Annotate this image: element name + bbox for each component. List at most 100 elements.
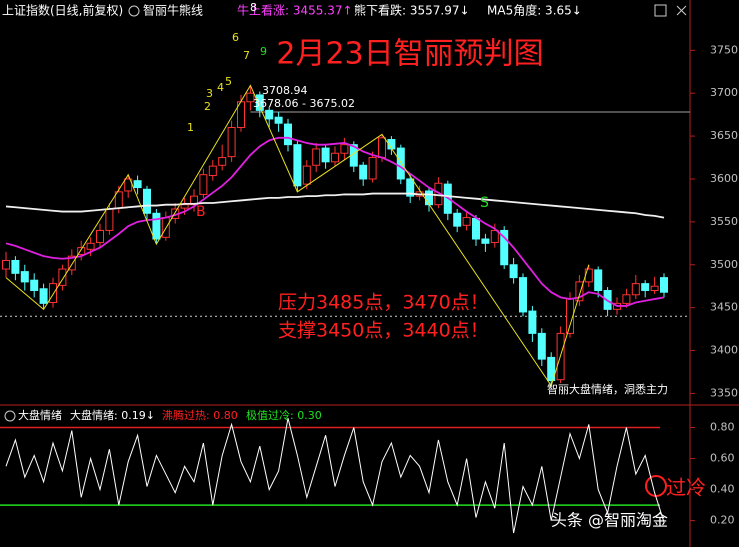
candle-body — [49, 283, 57, 303]
y-tick-label: 3700 — [710, 86, 738, 99]
annotation: B — [196, 204, 206, 220]
sentiment-line — [5, 418, 665, 534]
candle-body — [368, 157, 377, 180]
y-tick-label: 3600 — [710, 172, 738, 185]
bear-readout: 熊下看跌: 3557.97↓ — [354, 3, 470, 18]
candle-body — [30, 279, 39, 291]
candle-body — [265, 109, 274, 120]
chart-title: 2月23日智丽预判图 — [276, 37, 543, 72]
candle-body — [472, 217, 480, 240]
candle-body — [641, 283, 650, 291]
candle-body — [218, 157, 227, 166]
bull-readout: 牛上看涨: 3455.37↑ — [237, 3, 353, 18]
candle-body — [208, 165, 217, 177]
annotation: 7 — [243, 49, 250, 62]
y-tick-label: 0.80 — [710, 421, 735, 434]
zigzag-line — [5, 84, 590, 387]
candle-body — [340, 144, 349, 154]
candle-body — [537, 332, 546, 360]
candle-body — [406, 178, 415, 197]
annotation: 支撑3450点，3440点！ — [278, 320, 489, 342]
candle-body — [321, 147, 330, 163]
candle-body — [77, 247, 86, 255]
y-tick-label: 3450 — [710, 301, 738, 314]
candle-body — [519, 277, 527, 313]
candle-body — [246, 92, 255, 103]
candle-body — [631, 283, 640, 296]
candle-body — [509, 264, 518, 279]
candle-body — [2, 259, 10, 270]
candle-body — [86, 242, 95, 250]
y-tick-label: 3750 — [710, 43, 738, 56]
candle-body — [490, 229, 499, 243]
annotation: 压力3485点，3470点！ — [278, 292, 489, 314]
candle-body — [462, 217, 471, 226]
annotation: 3708.94 — [262, 84, 308, 97]
indicator-name: 智丽牛熊线 — [143, 3, 203, 18]
candle-body — [594, 269, 603, 291]
candle-body — [227, 127, 236, 158]
candle-body — [425, 190, 433, 206]
candle-body — [575, 281, 584, 302]
annotation: 3678.06 - 3675.02 — [253, 97, 355, 110]
y-tick-label: 0.20 — [710, 514, 735, 527]
annotation: 2 — [204, 100, 211, 113]
candle-body — [528, 310, 537, 334]
annotation: 智丽大盘情绪，洞悉主力 — [547, 382, 668, 396]
candle-body — [67, 255, 76, 271]
pane-title: 大盘情绪 — [18, 408, 62, 422]
y-tick-label: 0.60 — [710, 452, 735, 465]
candle-body — [660, 277, 668, 293]
y-tick-label: 3650 — [710, 129, 738, 142]
candle-body — [547, 356, 556, 382]
settings-icon[interactable] — [128, 5, 140, 17]
candle-body — [302, 165, 311, 185]
candle-body — [284, 123, 292, 146]
candle-body — [143, 188, 151, 214]
annotation: 9 — [260, 45, 267, 58]
index-name: 上证指数(日线,前复权) — [2, 3, 123, 18]
candle-body — [133, 180, 142, 189]
y-tick-label: 0.40 — [710, 483, 735, 496]
y-tick-label: 3550 — [710, 215, 738, 228]
annotation: 6 — [232, 31, 239, 44]
candle-body — [124, 178, 133, 192]
candle-body — [359, 164, 368, 180]
candle-body — [622, 294, 631, 304]
settings-button[interactable] — [654, 4, 667, 17]
candle-body — [105, 208, 114, 231]
candle-body — [331, 152, 339, 163]
settings-icon[interactable] — [4, 410, 16, 422]
y-tick-label: 3400 — [710, 344, 738, 357]
candle-body — [255, 94, 264, 111]
annotation: 4 — [217, 81, 224, 94]
close-button[interactable] — [676, 5, 687, 16]
annotation: 3 — [206, 87, 213, 100]
candle-body — [650, 285, 659, 291]
annotation: 过冷 — [666, 476, 706, 500]
candle-body — [274, 116, 283, 124]
candle-body — [11, 259, 20, 274]
candle-body — [58, 268, 67, 286]
candle-body — [396, 147, 405, 180]
readout: 沸腾过热: 0.80 — [162, 408, 238, 422]
candle-body — [20, 271, 29, 283]
candle-body — [453, 212, 462, 227]
annotation: 8 — [250, 1, 257, 14]
readout: 极值过冷: 0.30 — [246, 408, 322, 422]
candle-body — [96, 229, 104, 243]
annotation: S — [480, 195, 489, 211]
candle-body — [481, 238, 490, 244]
candle-body — [152, 212, 161, 240]
y-tick-label: 3500 — [710, 258, 738, 271]
moving-average-line — [5, 136, 665, 307]
candle-body — [293, 144, 302, 187]
y-tick-label: 3350 — [710, 386, 738, 399]
annotation: 1 — [187, 121, 194, 134]
watermark: 头条 @智丽淘金 — [551, 511, 668, 530]
annotation: 5 — [225, 75, 232, 88]
candle-body — [312, 148, 321, 166]
